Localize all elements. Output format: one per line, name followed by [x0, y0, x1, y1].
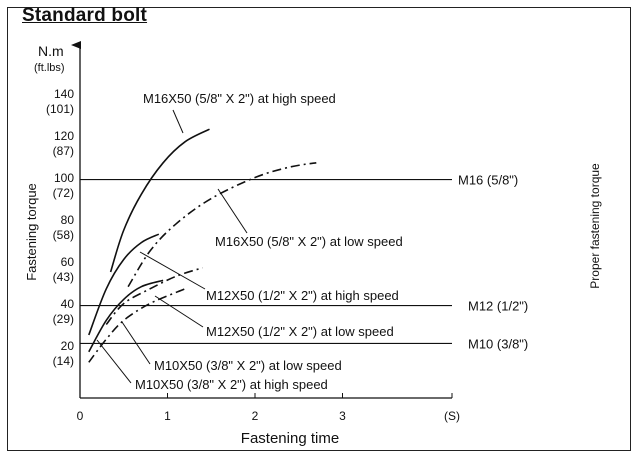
reference-line-label: M10 (3/8"): [468, 336, 528, 351]
y-tick-label: 120: [54, 129, 74, 143]
axes: 0 1 2 3 20(14) 40(29) 60(43) 80(58) 100(72) 120(8…: [46, 41, 453, 423]
series-line-0: [109, 128, 210, 273]
y-tick-label: 20: [61, 339, 75, 353]
y-tick-label-ftlbs: (101): [46, 102, 74, 116]
x-tick-label: 0: [77, 409, 84, 423]
x-tick-label: 2: [252, 409, 259, 423]
x-tick-label: 3: [339, 409, 346, 423]
chart-title: Standard bolt: [22, 5, 148, 26]
right-axis-title: Proper fastening torque: [588, 163, 602, 289]
y-tick-label: 60: [61, 255, 75, 269]
y-unit-label: N.m: [38, 43, 64, 59]
chart-frame: [7, 7, 631, 451]
y-tick-label: 80: [61, 213, 75, 227]
y-tick-label-ftlbs: (58): [53, 228, 74, 242]
x-unit-label: (S): [444, 409, 460, 423]
series-line-3: [105, 267, 203, 326]
y-axis-title: Fastening torque: [24, 183, 39, 281]
series-label: M16X50 (5/8" X 2") at high speed: [143, 91, 336, 106]
series-leader-line: [139, 251, 206, 290]
y-tick-label-ftlbs: (14): [53, 354, 74, 368]
series-label: M12X50 (1/2" X 2") at low speed: [206, 324, 394, 339]
series-labels: M16X50 (5/8" X 2") at high speed M16X50 (…: [96, 91, 403, 392]
series-leader-line: [217, 188, 248, 234]
series-leader-line: [96, 339, 132, 384]
y-tick-label: 100: [54, 171, 74, 185]
series-leader-line: [121, 321, 151, 365]
x-axis-title: Fastening time: [241, 430, 339, 447]
series-label: M16X50 (5/8" X 2") at low speed: [215, 234, 403, 249]
y-tick-label-ftlbs: (72): [53, 186, 74, 200]
reference-line-label: M16 (5/8"): [458, 173, 518, 188]
series-label: M10X50 (3/8" X 2") at low speed: [154, 358, 342, 373]
series-line-5: [88, 279, 164, 353]
series-label: M12X50 (1/2" X 2") at high speed: [206, 288, 399, 303]
y-tick-label-ftlbs: (29): [53, 312, 74, 326]
series-label: M10X50 (3/8" X 2") at high speed: [135, 377, 328, 392]
series-leader-line: [154, 295, 204, 328]
series-curves: [88, 128, 317, 363]
y-tick-label: 140: [54, 87, 74, 101]
series-line-1: [127, 162, 317, 288]
series-leader-line: [172, 109, 184, 134]
y-tick-label-ftlbs: (43): [53, 270, 74, 284]
reference-lines: M16 (5/8") M12 (1/2") M10 (3/8"): [80, 173, 528, 351]
x-tick-label: 1: [164, 409, 171, 423]
reference-line-label: M12 (1/2"): [468, 299, 528, 314]
y-tick-label: 40: [61, 297, 75, 311]
series-line-2: [88, 233, 160, 336]
series-line-4: [88, 288, 186, 363]
y-tick-label-ftlbs: (87): [53, 144, 74, 158]
y-unit-alt-label: (ft.lbs): [34, 62, 65, 74]
